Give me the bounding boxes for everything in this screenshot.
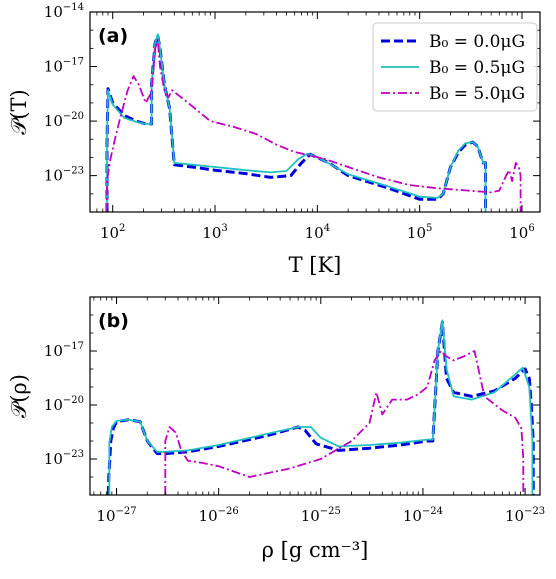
legend-label: B₀ = 0.0μG	[429, 32, 525, 52]
x-tick-label: 102	[100, 223, 125, 242]
series-line-3	[164, 350, 525, 495]
x-tick-label: 105	[407, 223, 432, 242]
x-axis-title: ρ [g cm⁻³]	[262, 538, 369, 562]
legend: B₀ = 0.0μG B₀ = 0.5μG B₀ = 5.0μG	[372, 22, 538, 112]
y-axis-title: 𝒫(T)	[7, 89, 31, 135]
legend-label: B₀ = 5.0μG	[429, 84, 525, 104]
y-tick-label: 10−17	[44, 341, 84, 360]
legend-box	[372, 22, 538, 112]
panel-label: (b)	[98, 310, 129, 332]
x-tick-label: 103	[202, 223, 227, 242]
y-tick-label: 10−20	[44, 395, 84, 414]
panel-b: 10−27 10−26 10−25 10−24 10−23 10−23 10−20 10−17…	[7, 296, 545, 562]
series-line-1	[105, 34, 487, 212]
x-tick-label: 10−24	[403, 506, 443, 525]
panel-a: 102 103 104 105 106 10−23 10−20 10−17 10−14 T [K]…	[7, 2, 541, 277]
x-tick-label: 10−26	[199, 506, 239, 525]
plot-frame	[89, 296, 541, 496]
y-tick-label: 10−17	[44, 57, 84, 76]
series-group	[106, 319, 535, 495]
y-tick-label: 10−23	[44, 449, 84, 468]
plot-frame	[89, 11, 541, 213]
x-tick-label: 10−27	[96, 506, 136, 525]
series-line-2	[108, 319, 534, 495]
y-axis-title: 𝒫(ρ)	[7, 374, 31, 418]
y-tick-label: 10−23	[44, 166, 84, 185]
panel-label: (a)	[98, 25, 128, 47]
legend-label: B₀ = 0.5μG	[429, 58, 525, 78]
series-line-3	[106, 38, 522, 212]
x-axis-title: T [K]	[289, 253, 342, 277]
x-tick-label: 104	[305, 223, 330, 242]
series-line-2	[106, 33, 487, 212]
x-tick-label: 106	[509, 223, 534, 242]
y-tick-label: 10−14	[44, 2, 84, 21]
series-line-1	[106, 320, 535, 495]
x-tick-label: 10−23	[505, 506, 545, 525]
series-group	[105, 33, 522, 212]
y-tick-label: 10−20	[44, 111, 84, 130]
x-tick-label: 10−25	[301, 506, 341, 525]
